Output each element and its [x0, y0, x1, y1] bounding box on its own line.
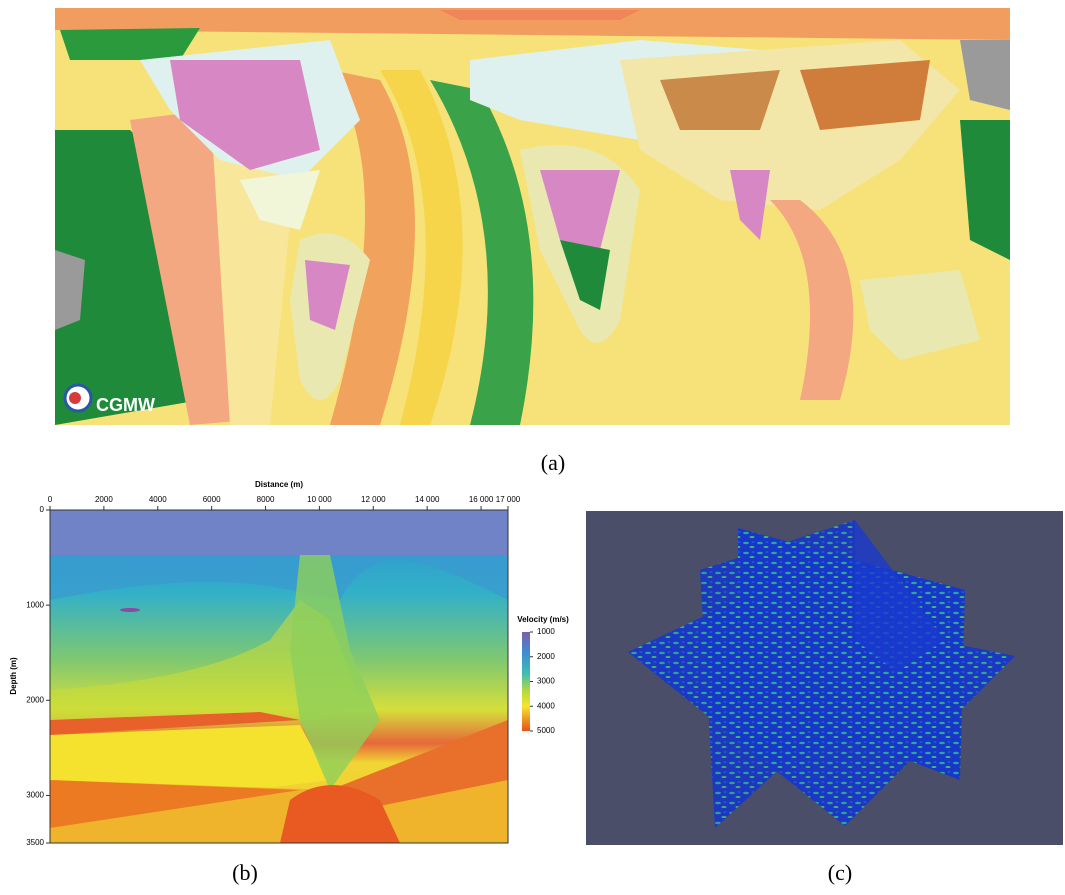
colorbar-tick-label: 5000 — [537, 726, 555, 735]
y-tick-label: 1000 — [26, 600, 44, 609]
y-tick-label: 3500 — [26, 838, 44, 847]
caption: (c) — [828, 860, 852, 885]
x-tick-label: 10 000 — [307, 495, 332, 504]
logo-text: CGMW — [96, 395, 155, 415]
y-axis-label: Depth (m) — [9, 657, 18, 695]
velocity-panel: Distance (m) Depth (m) Velocity (m/s) 0 2… — [9, 480, 569, 847]
volume-render — [586, 511, 1063, 845]
x-tick-label: 17 000 — [496, 495, 521, 504]
colorbar-tick-label: 2000 — [537, 652, 555, 661]
colorbar-tick-label: 1000 — [537, 627, 555, 636]
colorbar-title: Velocity (m/s) — [517, 615, 569, 624]
x-tick-label: 14 000 — [415, 495, 440, 504]
x-tick-label: 16 000 — [469, 495, 494, 504]
colorbar-tick-label: 3000 — [537, 677, 555, 686]
colorbar — [522, 632, 530, 731]
x-axis-label: Distance (m) — [255, 480, 303, 489]
x-tick-label: 4000 — [149, 495, 167, 504]
caption: (b) — [232, 860, 258, 885]
caption: (a) — [541, 450, 565, 475]
y-tick-label: 0 — [40, 505, 45, 514]
x-tick-label: 0 — [48, 495, 53, 504]
y-tick-label: 2000 — [26, 695, 44, 704]
x-tick-label: 12 000 — [361, 495, 386, 504]
x-tick-label: 8000 — [257, 495, 275, 504]
y-tick-label: 3000 — [26, 791, 44, 800]
x-tick-label: 2000 — [95, 495, 113, 504]
colorbar-tick-label: 4000 — [537, 701, 555, 710]
velocity-image — [50, 510, 508, 843]
world-map: CGMW — [55, 8, 1010, 425]
plot-frame — [49, 509, 509, 844]
x-tick-label: 6000 — [203, 495, 221, 504]
